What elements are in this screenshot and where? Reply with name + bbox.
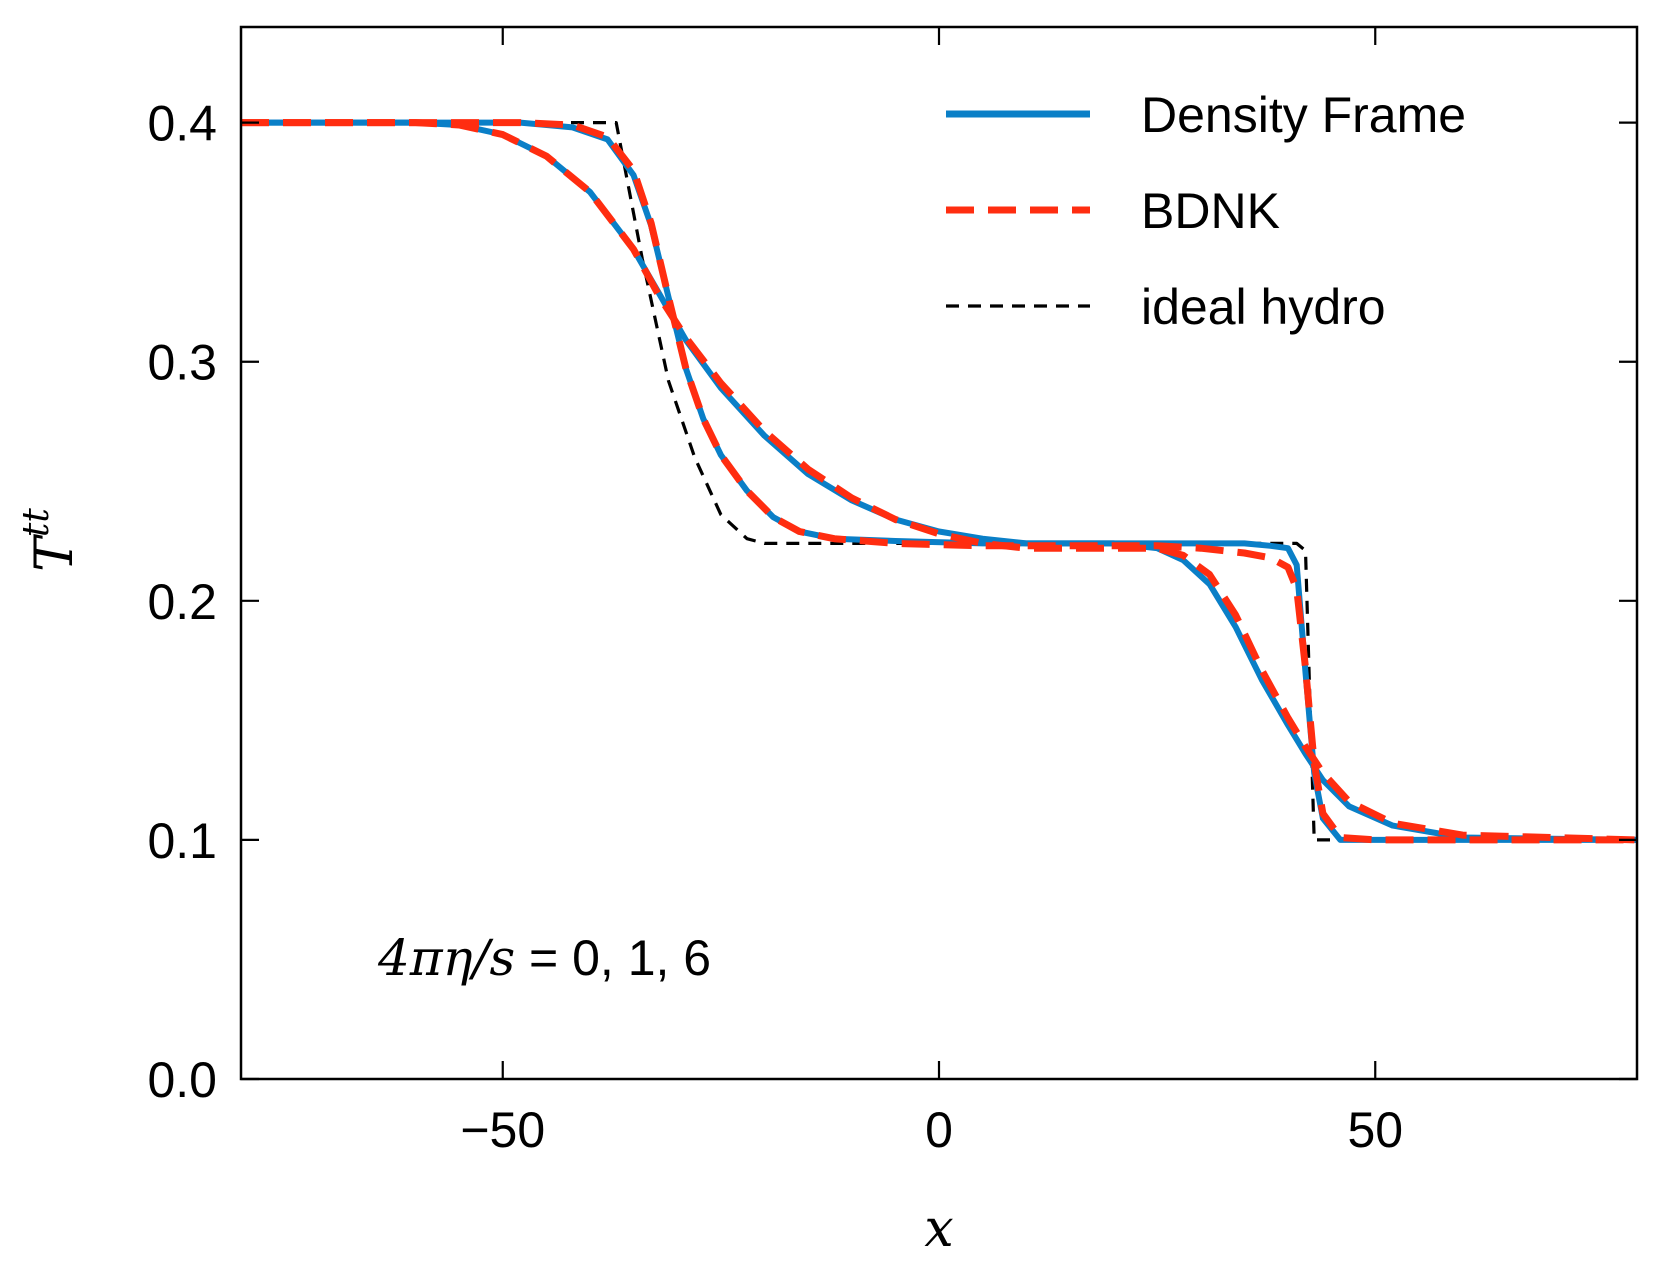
series-line-density-frame-4-s-1 bbox=[241, 119, 1637, 843]
series-line-bdnk-4-s-6 bbox=[241, 119, 1638, 844]
ticks-layer: −50 0 50 0.0 0.1 0.2 0.3 0.4 bbox=[147, 27, 1637, 1158]
annotation-math: 4πη/s bbox=[377, 929, 515, 987]
y-axis-label-superscript: tt bbox=[16, 508, 57, 537]
legend-label-bdnk: BDNK bbox=[1141, 183, 1280, 239]
series-line-bdnk-4-s-1 bbox=[241, 119, 1637, 844]
legend-label-density-frame: Density Frame bbox=[1141, 87, 1466, 143]
viscosity-annotation: 4πη/s = 0, 1, 6 bbox=[377, 929, 711, 987]
y-tick-label: 0.0 bbox=[147, 1052, 217, 1108]
y-axis-label: Ttt bbox=[16, 508, 85, 572]
y-tick-label: 0.3 bbox=[147, 335, 217, 391]
legend: Density Frame BDNK ideal hydro bbox=[946, 87, 1466, 335]
series-layer bbox=[241, 119, 1638, 844]
series-line-ideal-hydro bbox=[241, 121, 1637, 842]
series-line-density-frame-4-s-6 bbox=[241, 119, 1638, 843]
x-tick-label: 0 bbox=[925, 1102, 953, 1158]
legend-label-ideal-hydro: ideal hydro bbox=[1141, 279, 1386, 335]
y-tick-label: 0.2 bbox=[147, 574, 217, 630]
svg-text:Ttt: Ttt bbox=[16, 508, 85, 572]
x-tick-label: −50 bbox=[460, 1102, 545, 1158]
y-tick-label: 0.1 bbox=[147, 813, 217, 869]
y-axis-label-main: T bbox=[25, 534, 85, 572]
plot-frame bbox=[239, 25, 1639, 1081]
x-axis-label: x bbox=[924, 1199, 953, 1259]
y-tick-label: 0.4 bbox=[147, 96, 217, 152]
x-tick-label: 50 bbox=[1347, 1102, 1403, 1158]
annotation-values: = 0, 1, 6 bbox=[515, 930, 711, 986]
